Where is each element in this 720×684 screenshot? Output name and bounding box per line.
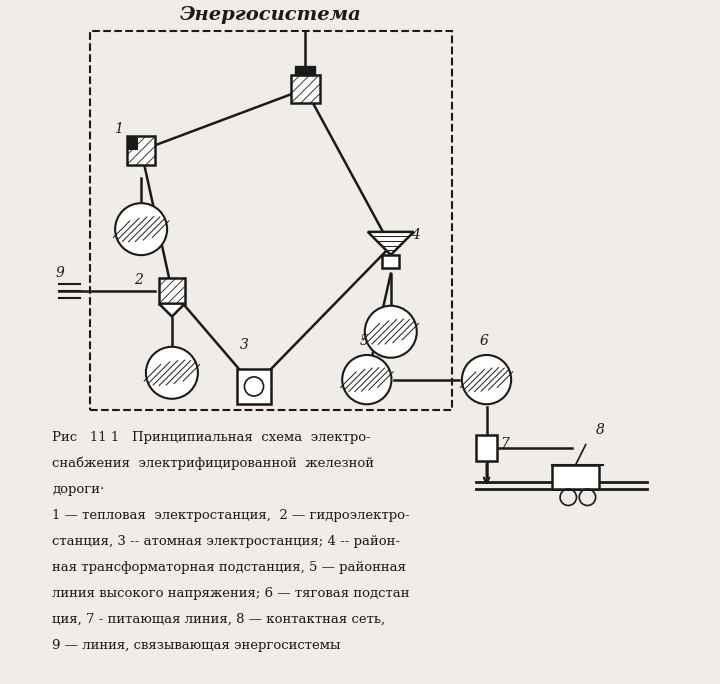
Text: линия высокого напряжения; 6 — тяговая подстан: линия высокого напряжения; 6 — тяговая п… bbox=[53, 587, 410, 600]
Polygon shape bbox=[159, 304, 185, 317]
Bar bbox=[90, 31, 452, 410]
Bar bbox=[291, 75, 320, 103]
Text: ная трансформаторная подстанция, 5 — районная: ная трансформаторная подстанция, 5 — рай… bbox=[53, 561, 406, 574]
Text: снабжения  электрифицированной  железной: снабжения электрифицированной железной bbox=[53, 457, 374, 471]
Polygon shape bbox=[368, 232, 414, 255]
Bar bbox=[477, 435, 497, 461]
Bar bbox=[127, 136, 156, 165]
Text: 2: 2 bbox=[135, 273, 143, 287]
Circle shape bbox=[342, 355, 392, 404]
Text: 9: 9 bbox=[55, 266, 65, 280]
Circle shape bbox=[365, 306, 417, 358]
Text: 8: 8 bbox=[596, 423, 605, 437]
Text: Энергосистема: Энергосистема bbox=[180, 6, 362, 24]
Circle shape bbox=[115, 203, 167, 255]
Text: дороги·: дороги· bbox=[53, 483, 104, 496]
Bar bbox=[237, 369, 271, 404]
Bar bbox=[295, 66, 315, 75]
Bar bbox=[159, 278, 185, 304]
Text: Рис   11 1   Принципиальная  схема  электро-: Рис 11 1 Принципиальная схема электро- bbox=[53, 431, 371, 444]
Text: 9 — линия, связывающая энергосистемы: 9 — линия, связывающая энергосистемы bbox=[53, 639, 341, 652]
Circle shape bbox=[146, 347, 198, 399]
Text: ция, 7 - питающая линия, 8 — контактная сеть,: ция, 7 - питающая линия, 8 — контактная … bbox=[53, 613, 385, 626]
Text: 4: 4 bbox=[411, 228, 420, 242]
Bar bbox=[552, 465, 599, 489]
Bar bbox=[382, 255, 400, 268]
Bar bbox=[127, 136, 138, 150]
Text: 3: 3 bbox=[240, 338, 249, 352]
Circle shape bbox=[462, 355, 511, 404]
Text: 1: 1 bbox=[114, 122, 122, 136]
Text: 6: 6 bbox=[480, 334, 489, 348]
Text: 7: 7 bbox=[500, 437, 509, 451]
Text: 5: 5 bbox=[360, 334, 369, 348]
Text: станция, 3 -- атомная электростанция; 4 -- район-: станция, 3 -- атомная электростанция; 4 … bbox=[53, 535, 400, 548]
Text: 1 — тепловая  электростанция,  2 — гидроэлектро-: 1 — тепловая электростанция, 2 — гидроэл… bbox=[53, 509, 410, 522]
